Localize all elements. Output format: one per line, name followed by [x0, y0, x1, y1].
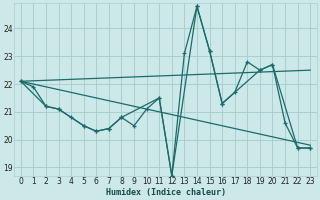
X-axis label: Humidex (Indice chaleur): Humidex (Indice chaleur)	[106, 188, 226, 197]
